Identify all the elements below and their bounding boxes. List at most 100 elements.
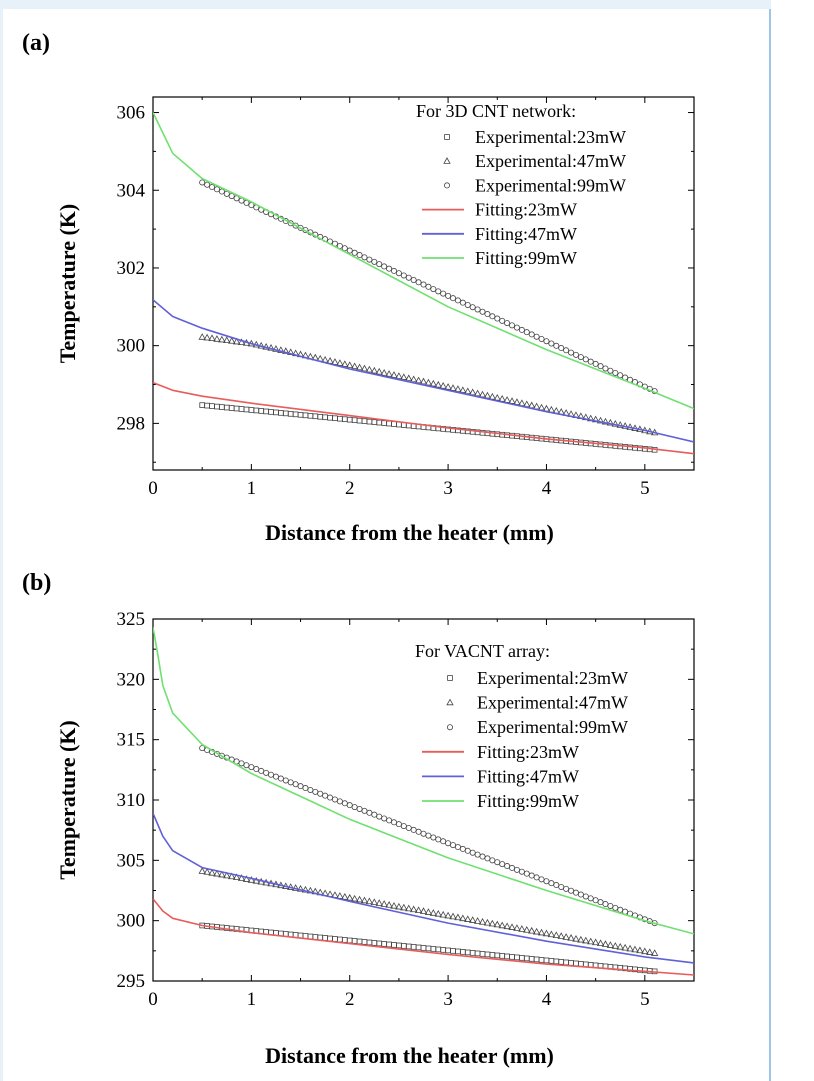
data-point-marker bbox=[381, 941, 387, 947]
data-point-marker bbox=[509, 954, 515, 960]
data-point-marker bbox=[355, 363, 364, 371]
y-tick-label: 315 bbox=[117, 730, 146, 751]
data-point-marker bbox=[430, 286, 437, 293]
data-point-marker bbox=[419, 377, 428, 385]
data-point-marker bbox=[484, 311, 491, 318]
data-point-marker bbox=[218, 188, 225, 195]
data-point-marker bbox=[302, 785, 309, 792]
data-point-marker bbox=[223, 404, 230, 411]
data-point-marker bbox=[617, 372, 624, 379]
legend-entry-label: Experimental:47mW bbox=[475, 151, 626, 171]
data-point-marker bbox=[573, 960, 579, 967]
data-point-marker bbox=[351, 938, 358, 944]
data-point-marker bbox=[478, 918, 487, 925]
data-point-marker bbox=[464, 949, 471, 956]
fitting-line bbox=[153, 812, 694, 964]
data-point-marker bbox=[439, 382, 447, 389]
data-point-marker bbox=[523, 870, 530, 877]
data-point-marker bbox=[341, 245, 348, 252]
data-point-marker bbox=[563, 885, 570, 892]
y-axis-label: Temperature (K) bbox=[55, 720, 80, 879]
data-point-marker bbox=[272, 773, 279, 780]
data-point-marker bbox=[410, 826, 417, 833]
fitting-line bbox=[153, 381, 694, 455]
data-point-marker bbox=[454, 385, 462, 392]
data-point-marker bbox=[617, 906, 624, 913]
data-point-marker bbox=[405, 904, 413, 912]
data-point-marker bbox=[450, 842, 457, 849]
data-point-marker bbox=[420, 945, 427, 951]
data-point-marker bbox=[386, 817, 393, 824]
data-point-marker bbox=[238, 760, 245, 767]
x-tick-label: 2 bbox=[345, 478, 355, 499]
data-point-marker bbox=[301, 885, 310, 893]
data-point-marker bbox=[297, 932, 304, 939]
fitting-line bbox=[153, 299, 694, 443]
data-point-marker bbox=[489, 952, 496, 958]
data-point-marker bbox=[493, 393, 501, 401]
data-point-marker bbox=[499, 953, 505, 959]
data-point-marker bbox=[425, 832, 432, 839]
y-tick-label: 300 bbox=[117, 336, 146, 357]
data-point-marker bbox=[307, 786, 314, 793]
data-point-marker bbox=[504, 320, 511, 327]
data-point-marker bbox=[548, 340, 555, 347]
data-point-marker bbox=[409, 905, 418, 913]
data-point-marker bbox=[494, 859, 501, 866]
data-point-marker bbox=[568, 960, 574, 966]
data-point-marker bbox=[592, 897, 599, 904]
data-point-marker bbox=[350, 362, 359, 370]
legend-title: For 3D CNT network: bbox=[416, 101, 576, 121]
data-point-marker bbox=[198, 867, 206, 874]
legend-entry-label: Experimental:47mW bbox=[477, 693, 628, 713]
data-point-marker bbox=[430, 834, 437, 841]
data-point-marker bbox=[519, 955, 525, 961]
data-point-marker bbox=[474, 306, 481, 313]
data-point-marker bbox=[513, 324, 520, 331]
data-point-marker bbox=[228, 872, 236, 880]
data-point-marker bbox=[504, 953, 510, 960]
y-tick-label: 306 bbox=[117, 103, 146, 124]
data-point-marker bbox=[552, 931, 560, 939]
fitting-line bbox=[153, 627, 694, 935]
y-tick-label: 310 bbox=[117, 790, 146, 811]
data-point-marker bbox=[533, 333, 540, 340]
data-point-marker bbox=[473, 917, 482, 924]
data-point-marker bbox=[474, 950, 481, 957]
data-point-marker bbox=[209, 403, 215, 409]
data-point-marker bbox=[242, 875, 251, 882]
data-point-marker bbox=[523, 955, 530, 962]
data-point-marker bbox=[405, 824, 412, 831]
data-point-marker bbox=[494, 952, 501, 959]
data-point-marker bbox=[341, 893, 349, 900]
data-point-marker bbox=[563, 959, 569, 966]
data-point-marker bbox=[464, 847, 471, 854]
data-point-marker bbox=[263, 408, 269, 415]
data-point-marker bbox=[596, 939, 605, 947]
legend-entry-label: Fitting:99mW bbox=[477, 791, 579, 811]
data-point-marker bbox=[218, 335, 226, 343]
data-point-marker bbox=[582, 936, 590, 944]
data-point-marker bbox=[203, 333, 211, 341]
data-point-marker bbox=[459, 914, 467, 922]
data-point-marker bbox=[312, 934, 319, 940]
data-point-marker bbox=[489, 857, 496, 864]
x-tick-label: 0 bbox=[148, 478, 158, 499]
data-point-marker bbox=[395, 372, 403, 379]
data-point-marker bbox=[479, 951, 486, 957]
data-point-marker bbox=[400, 823, 407, 830]
legend-entry-label: Experimental:23mW bbox=[477, 668, 628, 688]
data-point-marker bbox=[209, 184, 216, 191]
x-tick-label: 5 bbox=[640, 478, 650, 499]
data-point-marker bbox=[376, 419, 383, 426]
data-point-marker bbox=[601, 417, 610, 425]
data-point-marker bbox=[346, 361, 354, 369]
data-point-marker bbox=[370, 898, 378, 906]
series-square-markers bbox=[199, 402, 658, 453]
data-point-marker bbox=[513, 866, 520, 873]
data-point-marker bbox=[302, 933, 309, 939]
data-point-marker bbox=[370, 366, 378, 374]
data-point-marker bbox=[558, 959, 565, 965]
x-tick-label: 2 bbox=[345, 989, 355, 1010]
legend-entry-label: Fitting:99mW bbox=[475, 248, 577, 268]
